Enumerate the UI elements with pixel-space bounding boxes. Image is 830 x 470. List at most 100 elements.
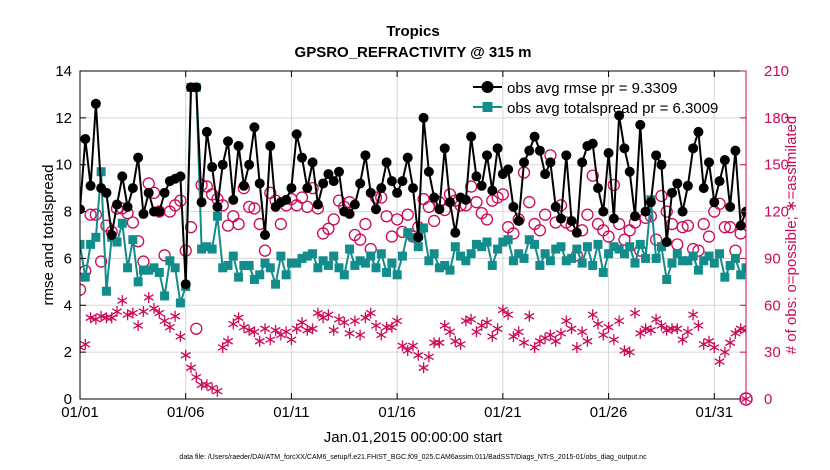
- rmse-point: [244, 159, 255, 170]
- totalspread-point: [255, 270, 265, 280]
- chart-subtitle: GPSRO_REFRACTIVITY @ 315 m: [295, 44, 532, 61]
- rmse-point: [529, 131, 540, 142]
- assimilated-obs-point: [159, 315, 170, 327]
- rmse-point: [476, 180, 487, 191]
- assimilated-obs-point: [106, 312, 117, 324]
- zero-annotation-asterisk: [741, 394, 751, 404]
- rmse-point: [312, 199, 323, 210]
- totalspread-point: [688, 251, 698, 261]
- possible-obs-point: [380, 210, 393, 223]
- rmse-point: [360, 150, 371, 161]
- rmse-point: [143, 187, 154, 198]
- rmse-point: [159, 187, 170, 198]
- totalspread-point: [329, 251, 339, 261]
- assimilated-obs-point: [608, 334, 619, 346]
- possible-obs-point: [649, 233, 663, 246]
- rmse-point: [545, 157, 556, 168]
- assimilated-obs-point: [407, 340, 419, 352]
- assimilated-obs-point: [397, 340, 408, 352]
- rmse-point: [106, 230, 117, 240]
- rmse-point: [402, 152, 413, 163]
- assimilated-obs-point: [265, 334, 276, 346]
- totalspread-point: [424, 256, 434, 266]
- possible-obs-point: [158, 249, 171, 262]
- assimilated-obs-point: [217, 342, 228, 353]
- totalspread-point: [313, 263, 323, 273]
- rmse-point: [571, 227, 582, 238]
- possible-obs-point: [94, 255, 108, 268]
- rmse-point: [656, 159, 667, 170]
- totalspread-point: [170, 263, 180, 273]
- rmse-point: [307, 157, 318, 168]
- totalspread-point: [440, 260, 450, 270]
- assimilated-obs-point: [518, 337, 530, 349]
- y-tick-label: 8: [64, 204, 72, 221]
- rmse-point: [381, 157, 392, 168]
- assimilated-obs-point: [386, 321, 397, 333]
- assimilated-obs-point: [259, 323, 271, 335]
- totalspread-point: [286, 258, 296, 268]
- y-axis-label: rmse and totalspread: [40, 165, 57, 306]
- rmse-point: [471, 171, 482, 182]
- assimilated-obs-point: [111, 306, 123, 317]
- rmse-point: [566, 215, 577, 226]
- totalspread-point: [244, 260, 254, 270]
- x-tick-label: 01/26: [590, 404, 628, 421]
- rmse-point: [386, 176, 397, 187]
- rmse-point: [196, 197, 207, 208]
- totalspread-point: [318, 256, 328, 266]
- totalspread-point: [80, 239, 85, 249]
- totalspread-point: [556, 242, 566, 252]
- zero-annotation-circle: [739, 392, 753, 406]
- rmse-point: [503, 164, 514, 175]
- possible-obs-point: [464, 180, 478, 193]
- zero-annotation: [739, 392, 753, 406]
- chart-title: Tropics: [386, 23, 439, 40]
- rmse-point: [355, 178, 366, 189]
- rmse-point: [80, 133, 91, 144]
- assimilated-obs-point: [603, 321, 614, 333]
- totalspread-point: [249, 275, 259, 285]
- possible-obs-point: [126, 216, 140, 229]
- assimilated-obs-point: [418, 362, 429, 374]
- assimilated-obs-point: [571, 342, 582, 353]
- assimilated-obs-point: [735, 323, 746, 335]
- assimilated-obs-point: [180, 349, 191, 361]
- totalspread-point: [725, 260, 735, 270]
- rmse-point: [376, 183, 387, 194]
- assimilated-obs-point: [709, 342, 720, 353]
- totalspread-point: [730, 253, 740, 263]
- possible-obs-point: [470, 196, 483, 209]
- y-tick-label: 14: [55, 63, 72, 80]
- totalspread-point: [117, 218, 127, 228]
- legend-spread-marker: [482, 102, 493, 112]
- possible-obs-point: [496, 188, 510, 201]
- possible-obs-point: [89, 208, 103, 221]
- assimilated-obs-point: [344, 327, 355, 339]
- rmse-point: [682, 180, 693, 191]
- rmse-point: [90, 98, 101, 109]
- totalspread-point: [397, 251, 407, 261]
- assimilated-obs-point: [688, 309, 699, 321]
- totalspread-point: [0, 245, 9, 254]
- assimilated-obs-point: [212, 385, 223, 397]
- totalspread-point: [223, 260, 233, 270]
- possible-obs-point: [692, 244, 705, 257]
- possible-obs-point: [671, 238, 684, 251]
- rmse-point: [508, 201, 519, 212]
- rmse-point: [265, 140, 276, 151]
- x-tick-label: 01/01: [61, 404, 99, 421]
- totalspread-point: [672, 249, 682, 259]
- rmse-point: [709, 197, 720, 208]
- rmse-point: [297, 152, 307, 163]
- rmse-point: [693, 126, 704, 137]
- rmse-point: [492, 143, 503, 154]
- possible-obs-point: [353, 233, 367, 246]
- y-tick-label: 6: [64, 250, 72, 267]
- totalspread-point: [667, 258, 677, 268]
- totalspread-point: [466, 249, 476, 259]
- y2-tick-label: 180: [764, 110, 789, 127]
- totalspread-point: [567, 253, 577, 263]
- possible-obs-point: [702, 230, 716, 243]
- totalspread-point: [598, 267, 608, 277]
